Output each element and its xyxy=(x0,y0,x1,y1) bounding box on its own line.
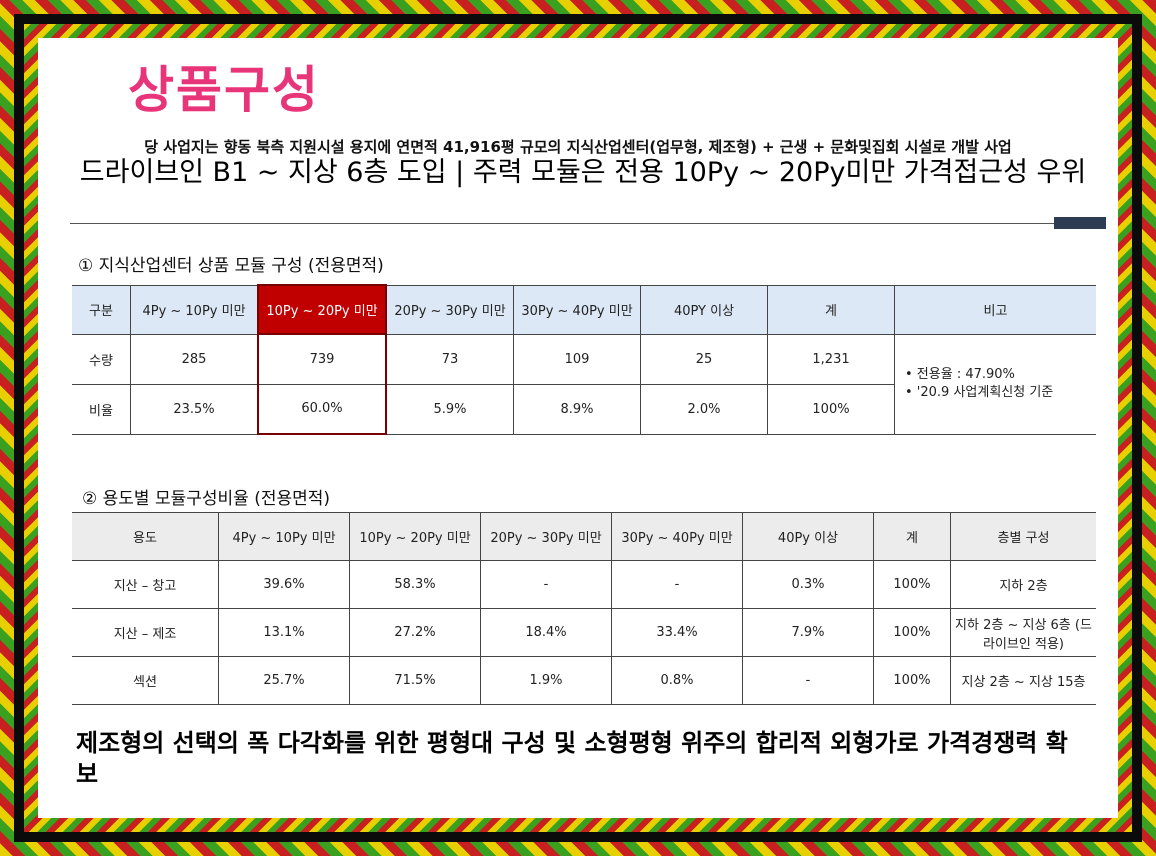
header-cell: 층별 구성 xyxy=(950,512,1096,561)
table-cell: 지상 2층 ~ 지상 15층 xyxy=(950,656,1096,705)
table-cell: 100% xyxy=(873,608,951,657)
table-cell: 0.3% xyxy=(742,560,874,609)
table-cell: 25.7% xyxy=(218,656,350,705)
table-cell: 58.3% xyxy=(349,560,481,609)
table-cell: 지하 2층 ~ 지상 6층 (드라이브인 적용) xyxy=(950,608,1096,657)
table-header-row: 구분 4Py ~ 10Py 미만 10Py ~ 20Py 미만 20Py ~ 3… xyxy=(72,284,1096,335)
slide-title: 상품구성 xyxy=(128,61,320,119)
table-cell: - xyxy=(480,560,612,609)
header-cell: 10Py ~ 20Py 미만 xyxy=(349,512,481,561)
header-cell: 40PY 이상 xyxy=(640,284,768,335)
header-cell: 계 xyxy=(767,284,895,335)
divider-line xyxy=(70,223,1090,224)
header-cell: 용도 xyxy=(72,512,219,561)
table-row: 비율 23.5% 60.0% 5.9% 8.9% 2.0% 100% xyxy=(72,383,1096,435)
table-cell: 23.5% xyxy=(130,383,259,435)
usage-ratio-table: 용도 4Py ~ 10Py 미만 10Py ~ 20Py 미만 20Py ~ 3… xyxy=(72,512,1096,705)
conclusion-text: 제조형의 선택의 폭 다각화를 위한 평형대 구성 및 소형평형 위주의 합리적… xyxy=(76,729,1068,788)
table-cell: 지산 – 창고 xyxy=(72,560,219,609)
table-row: 지산 – 제조 13.1% 27.2% 18.4% 33.4% 7.9% 100… xyxy=(72,608,1096,657)
header-cell: 4Py ~ 10Py 미만 xyxy=(130,284,259,335)
table-cell: 7.9% xyxy=(742,608,874,657)
table-cell: 1.9% xyxy=(480,656,612,705)
table-cell: 2.0% xyxy=(640,383,768,435)
table-cell: 39.6% xyxy=(218,560,350,609)
row-label: 수량 xyxy=(72,333,131,385)
header-cell: 구분 xyxy=(72,284,131,335)
table-cell: 25 xyxy=(640,333,768,385)
module-composition-table: 구분 4Py ~ 10Py 미만 10Py ~ 20Py 미만 20Py ~ 3… xyxy=(72,284,1096,435)
divider-accent xyxy=(1054,217,1106,229)
table-cell: 73 xyxy=(385,333,514,385)
header-cell: 40Py 이상 xyxy=(742,512,874,561)
table-header-row: 용도 4Py ~ 10Py 미만 10Py ~ 20Py 미만 20Py ~ 3… xyxy=(72,512,1096,561)
table-cell-highlight: 60.0% xyxy=(257,383,387,435)
header-cell: 30Py ~ 40Py 미만 xyxy=(611,512,743,561)
header-cell: 계 xyxy=(873,512,951,561)
note-line: • 전용율 : 47.90% xyxy=(905,367,1015,382)
table-cell: 18.4% xyxy=(480,608,612,657)
table-cell: 109 xyxy=(513,333,641,385)
table-cell: 0.8% xyxy=(611,656,743,705)
table-cell: 33.4% xyxy=(611,608,743,657)
table-cell: 100% xyxy=(873,656,951,705)
table-cell: 5.9% xyxy=(385,383,514,435)
table-row: 지산 – 창고 39.6% 58.3% - - 0.3% 100% 지하 2층 xyxy=(72,560,1096,609)
table-cell: 285 xyxy=(130,333,259,385)
headline: 드라이브인 B1 ~ 지상 6층 도입 | 주력 모듈은 전용 10Py ~ 2… xyxy=(79,157,1087,188)
table-cell: 71.5% xyxy=(349,656,481,705)
slide-page: 상품구성 당 사업지는 향동 북측 지원시설 용지에 연면적 41,916평 규… xyxy=(38,38,1118,818)
header-cell: 20Py ~ 30Py 미만 xyxy=(480,512,612,561)
header-cell: 20Py ~ 30Py 미만 xyxy=(385,284,514,335)
section2-heading: ② 용도별 모듈구성비율 (전용면적) xyxy=(82,489,331,509)
table-cell: 13.1% xyxy=(218,608,350,657)
table-cell: 100% xyxy=(767,383,895,435)
table-cell: - xyxy=(742,656,874,705)
note-line: • '20.9 사업계획신청 기준 xyxy=(905,385,1054,400)
table-cell: 100% xyxy=(873,560,951,609)
header-cell: 30Py ~ 40Py 미만 xyxy=(513,284,641,335)
table-row: 섹션 25.7% 71.5% 1.9% 0.8% - 100% 지상 2층 ~ … xyxy=(72,656,1096,705)
row-label: 비율 xyxy=(72,383,131,435)
table-cell: 8.9% xyxy=(513,383,641,435)
section1-heading: ① 지식산업센터 상품 모듈 구성 (전용면적) xyxy=(78,256,384,276)
table-cell-highlight: 739 xyxy=(257,333,387,385)
table-cell: 섹션 xyxy=(72,656,219,705)
header-cell: 4Py ~ 10Py 미만 xyxy=(218,512,350,561)
table-cell: 지산 – 제조 xyxy=(72,608,219,657)
table-cell: - xyxy=(611,560,743,609)
table-cell: 지하 2층 xyxy=(950,560,1096,609)
table-cell: 27.2% xyxy=(349,608,481,657)
notes-cell: • 전용율 : 47.90% • '20.9 사업계획신청 기준 xyxy=(894,333,1096,435)
header-cell-highlight: 10Py ~ 20Py 미만 xyxy=(257,284,387,335)
header-cell: 비고 xyxy=(894,284,1096,335)
project-summary: 당 사업지는 향동 북측 지원시설 용지에 연면적 41,916평 규모의 지식… xyxy=(144,138,1012,156)
table-cell: 1,231 xyxy=(767,333,895,385)
table-row: 수량 285 739 73 109 25 1,231 • 전용율 : 47.90… xyxy=(72,333,1096,435)
